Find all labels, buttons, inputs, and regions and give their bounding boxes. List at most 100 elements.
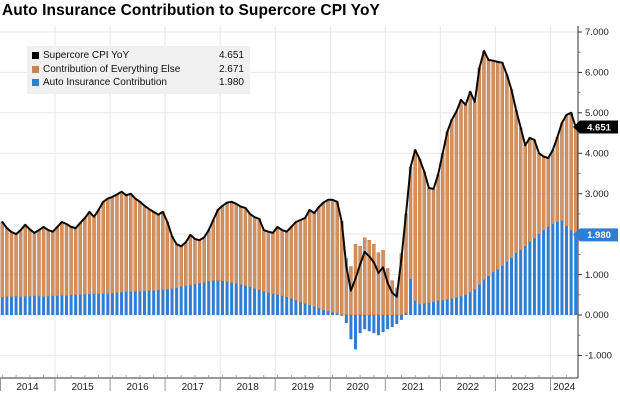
everything-else-bar (422, 171, 427, 304)
auto-insurance-bar (445, 299, 449, 315)
everything-else-bar (372, 243, 376, 316)
supercore-line (1, 50, 577, 298)
auto-insurance-bar (473, 289, 477, 315)
everything-else-bar (73, 227, 78, 296)
auto-insurance-bar (431, 302, 436, 315)
y-tick-label: 0.000 (585, 310, 609, 321)
everything-else-bar (482, 50, 486, 281)
everything-else-bar (468, 91, 472, 293)
auto-insurance-bar (294, 300, 298, 315)
legend-value-everything-else: 2.671 (218, 63, 244, 75)
auto-insurance-bar (42, 296, 46, 315)
auto-insurance-bar (340, 315, 344, 316)
auto-insurance-bar (363, 315, 367, 330)
everything-else-bar (294, 221, 298, 301)
auto-insurance-bar (170, 288, 174, 315)
everything-else-bar (330, 199, 335, 313)
everything-else-bar (418, 159, 422, 305)
everything-else-bar (51, 231, 55, 297)
auto-insurance-bar (46, 296, 50, 315)
everything-else-bar (28, 229, 32, 297)
auto-insurance-bar (326, 311, 330, 315)
auto-insurance-bar (303, 303, 307, 315)
auto-insurance-bar (496, 269, 500, 315)
everything-else-bar (450, 119, 454, 300)
y-tick-label: 7.000 (585, 27, 609, 38)
auto-insurance-bar (207, 281, 211, 315)
auto-insurance-bar (161, 289, 165, 315)
everything-else-bar (289, 226, 294, 300)
auto-insurance-bar (156, 290, 160, 315)
auto-insurance-bar (5, 296, 9, 315)
y-tick-label: 4.000 (585, 149, 609, 160)
auto-insurance-bar (266, 292, 270, 315)
auto-insurance-bar (335, 313, 339, 315)
everything-else-bar (317, 206, 321, 309)
auto-insurance-bar (55, 296, 59, 315)
everything-else-bar (431, 188, 436, 303)
auto-insurance-bar (188, 285, 192, 315)
year-label: 2014 (16, 382, 39, 393)
everything-else-bar (413, 149, 417, 302)
everything-else-bar (32, 232, 37, 297)
year-label: 2021 (402, 382, 425, 393)
auto-insurance-bar (505, 262, 509, 315)
everything-else-bar (165, 221, 170, 290)
everything-else-bar (184, 241, 188, 287)
auto-insurance-bar (528, 241, 532, 315)
auto-insurance-bar (418, 304, 422, 315)
auto-insurance-bar (569, 230, 573, 315)
everything-else-bar (202, 237, 206, 283)
auto-insurance-bar (23, 296, 27, 315)
auto-insurance-bar (239, 284, 243, 315)
auto-insurance-bar (243, 285, 247, 315)
auto-insurance-bar (165, 289, 169, 315)
auto-insurance-bar (74, 294, 78, 315)
auto-insurance-bar (175, 287, 179, 315)
everything-else-bar (156, 214, 160, 291)
year-label: 2022 (457, 382, 480, 393)
everything-else-bar (115, 194, 119, 293)
everything-else-bar (41, 226, 46, 297)
auto-insurance-bar (468, 292, 472, 315)
everything-else-bar (376, 252, 381, 316)
everything-else-bar (445, 131, 449, 300)
auto-insurance-bar (220, 281, 224, 315)
auto-insurance-bar (202, 282, 206, 315)
year-label: 2020 (347, 382, 370, 393)
everything-else-bar (106, 198, 110, 294)
everything-else-bar (119, 191, 124, 293)
auto-insurance-bar (0, 297, 4, 315)
auto-insurance-bar (115, 292, 119, 315)
auto-insurance-bar (69, 295, 73, 315)
everything-else-bar (537, 153, 541, 235)
auto-insurance-bar (78, 294, 82, 315)
everything-else-bar (243, 207, 248, 287)
everything-else-bar (298, 219, 303, 303)
auto-insurance-bar (372, 315, 376, 334)
everything-else-bar (142, 205, 147, 292)
everything-else-bar (225, 202, 229, 283)
everything-else-bar (496, 61, 500, 270)
everything-else-bar (569, 112, 573, 231)
everything-else-bar (220, 205, 225, 282)
legend: Supercore CPI YoY 4.651 Contribution of … (27, 46, 250, 94)
auto-insurance-bar (230, 282, 234, 315)
auto-insurance-bar (280, 296, 284, 315)
everything-else-bar (454, 111, 459, 298)
auto-insurance-bar (422, 303, 426, 315)
everything-else-bar (303, 217, 307, 304)
badge-value: 1.980 (587, 230, 611, 241)
everything-else-bar (436, 174, 440, 301)
everything-else-bar (252, 216, 257, 289)
auto-insurance-bar (37, 296, 41, 315)
everything-else-bar (161, 211, 165, 291)
auto-insurance-bar (532, 238, 536, 315)
everything-else-bar (486, 59, 491, 277)
auto-insurance-bar (184, 285, 188, 315)
auto-insurance-bar (358, 315, 362, 334)
everything-else-bar (284, 231, 289, 298)
year-label: 2015 (71, 382, 94, 393)
auto-insurance-bar (106, 293, 110, 315)
legend-label-supercore: Supercore CPI YoY (43, 50, 130, 61)
